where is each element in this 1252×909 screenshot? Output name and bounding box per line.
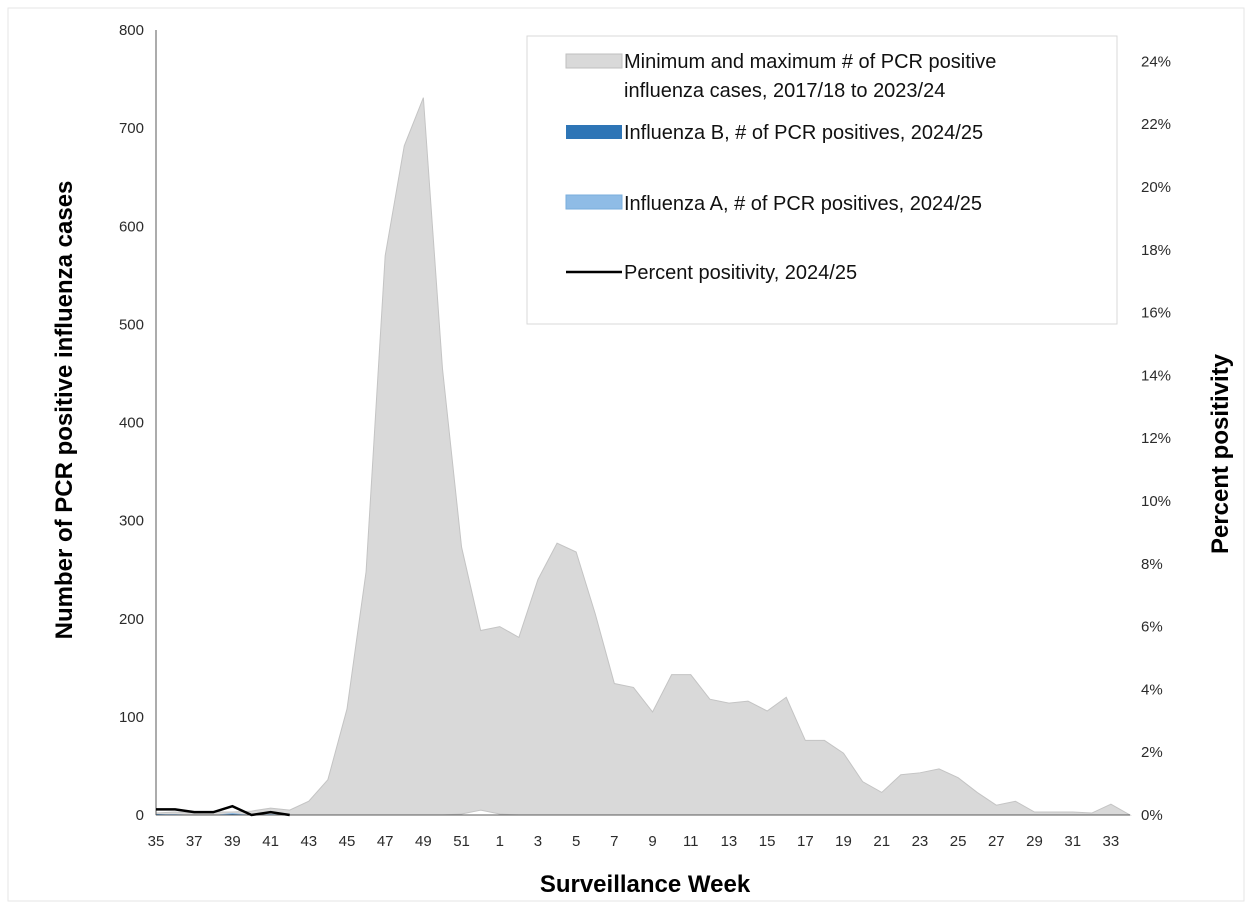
x-tick-label: 23	[912, 833, 929, 850]
series-percent-positivity-line	[156, 804, 290, 817]
legend-label-percent-positivity: Percent positivity, 2024/25	[624, 262, 857, 284]
x-tick-label: 17	[797, 833, 814, 850]
x-tick-label: 9	[648, 833, 656, 850]
legend-label-minmax-line2: influenza cases, 2017/18 to 2023/24	[624, 80, 945, 102]
x-tick-label: 15	[759, 833, 776, 850]
y-ticks: 0 100 200 300 400 500 600 700 800	[119, 22, 144, 824]
y2-tick-label: 22%	[1141, 116, 1171, 133]
x-tick-label: 51	[453, 833, 470, 850]
x-ticks: 35 37 39 41 43 45 47 49 51 1 3 5 7 9 11 13 15 17 19 21 23 25 2…	[148, 833, 1120, 850]
y2-tick-label: 4%	[1141, 681, 1163, 698]
y-tick-label: 400	[119, 415, 144, 432]
x-axis-title: Surveillance Week	[540, 871, 751, 898]
series-influenza-a-area	[156, 813, 290, 815]
x-tick-label: 49	[415, 833, 432, 850]
y2-tick-label: 12%	[1141, 430, 1171, 447]
x-tick-label: 7	[610, 833, 618, 850]
x-tick-label: 43	[300, 833, 317, 850]
y-tick-label: 800	[119, 22, 144, 39]
y2-tick-label: 6%	[1141, 619, 1163, 636]
legend-swatch-influenza-a	[565, 194, 623, 210]
legend-label-influenza-b: Influenza B, # of PCR positives, 2024/25	[624, 122, 983, 144]
y2-tick-label: 10%	[1141, 493, 1171, 510]
axes-layer	[155, 30, 1130, 817]
legend: Minimum and maximum # of PCR positive in…	[526, 35, 1118, 325]
y2-axis-title: Percent positivity	[1207, 353, 1234, 554]
y-tick-label: 200	[119, 611, 144, 628]
x-tick-label: 19	[835, 833, 852, 850]
legend-label-minmax-line1: Minimum and maximum # of PCR positive	[624, 51, 996, 73]
y2-tick-label: 0%	[1141, 807, 1163, 824]
y-tick-label: 300	[119, 513, 144, 530]
y2-tick-label: 24%	[1141, 53, 1171, 70]
x-tick-label: 27	[988, 833, 1005, 850]
x-tick-label: 21	[873, 833, 890, 850]
y-tick-label: 500	[119, 316, 144, 333]
x-tick-label: 35	[148, 833, 165, 850]
x-tick-label: 37	[186, 833, 203, 850]
y-tick-label: 100	[119, 709, 144, 726]
x-tick-label: 13	[721, 833, 738, 850]
x-tick-label: 47	[377, 833, 394, 850]
legend-swatch-influenza-b	[566, 125, 622, 139]
x-tick-label: 11	[683, 833, 699, 850]
y-tick-label: 0	[136, 807, 144, 824]
y2-tick-label: 8%	[1141, 556, 1163, 573]
y-axis-title: Number of PCR positive influenza cases	[51, 181, 78, 640]
y2-tick-label: 14%	[1141, 367, 1171, 384]
x-tick-label: 39	[224, 833, 241, 850]
x-tick-label: 5	[572, 833, 580, 850]
y2-tick-label: 16%	[1141, 305, 1171, 322]
legend-box	[526, 35, 1118, 325]
y2-ticks: 0% 2% 4% 6% 8% 10% 12% 14% 16% 18% 20% 22% 24%	[1141, 53, 1171, 824]
x-tick-label: 29	[1026, 833, 1043, 850]
y2-tick-label: 18%	[1141, 242, 1171, 259]
x-tick-label: 3	[534, 833, 542, 850]
legend-label-influenza-a: Influenza A, # of PCR positives, 2024/25	[624, 193, 982, 215]
y-tick-label: 700	[119, 120, 144, 137]
x-tick-label: 41	[262, 833, 279, 850]
y-tick-label: 600	[119, 218, 144, 235]
y2-tick-label: 2%	[1141, 744, 1163, 761]
x-tick-label: 25	[950, 833, 967, 850]
y2-tick-label: 20%	[1141, 179, 1171, 196]
x-tick-label: 33	[1103, 833, 1120, 850]
x-tick-label: 31	[1064, 833, 1081, 850]
legend-swatch-minmax	[565, 53, 623, 69]
x-tick-label: 45	[339, 833, 356, 850]
x-tick-label: 1	[496, 833, 504, 850]
